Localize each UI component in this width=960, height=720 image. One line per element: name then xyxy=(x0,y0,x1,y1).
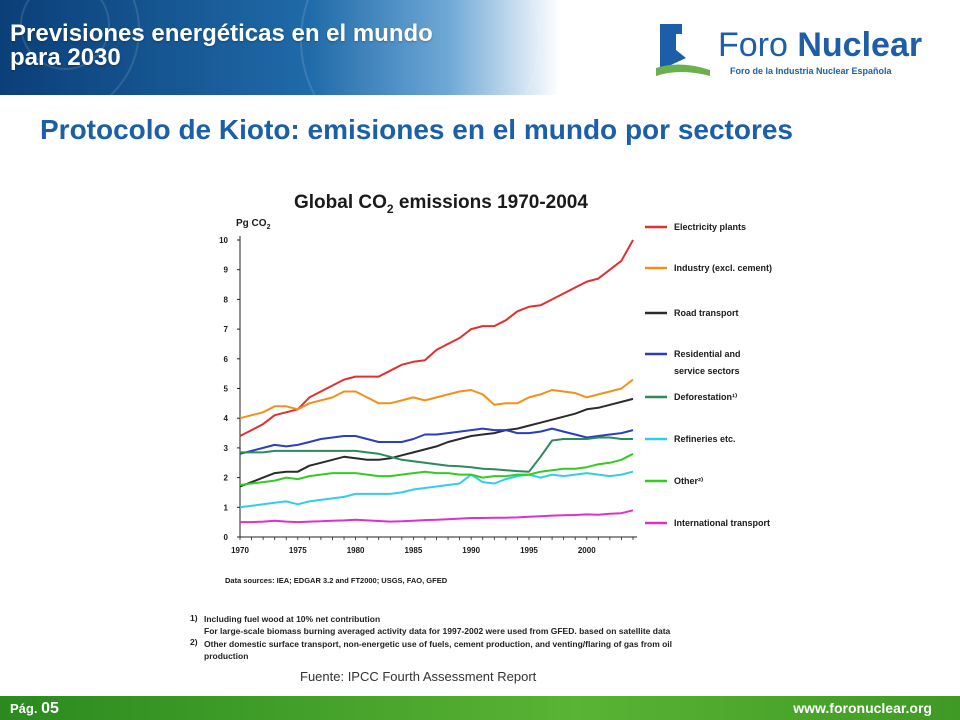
footnote-2-line1: Other domestic surface transport, non-en… xyxy=(204,639,673,649)
x-tick-label: 1990 xyxy=(462,546,480,555)
series-line-deforestation xyxy=(240,436,633,473)
chart-series-lines xyxy=(239,239,634,524)
y-tick-label: 0 xyxy=(224,533,229,542)
y-tick-label: 1 xyxy=(224,503,229,512)
footnote-1-marker: 1) xyxy=(190,613,198,623)
y-tick-label: 5 xyxy=(224,385,229,394)
legend-label: service sectors xyxy=(674,366,740,376)
legend-label: Deforestation¹⁾ xyxy=(674,392,737,402)
source-caption: Fuente: IPCC Fourth Assessment Report xyxy=(300,669,537,684)
header-title-line2: para 2030 xyxy=(10,44,121,71)
x-tick-label: 2000 xyxy=(578,546,596,555)
chart-y-tick-labels: 0 1 2 3 4 5 6 7 8 9 10 xyxy=(219,236,228,542)
page-prefix: Pág. xyxy=(10,701,42,716)
y-tick-label: 8 xyxy=(224,295,229,304)
header-title: Previsiones energéticas en el mundo para… xyxy=(10,22,433,70)
y-tick-label: 6 xyxy=(224,355,229,364)
logo-tagline: Foro de la Industria Nuclear Española xyxy=(730,66,892,76)
chart-legend: Electricity plants Industry (excl. cement… xyxy=(645,222,772,528)
x-tick-label: 1995 xyxy=(520,546,538,555)
series-line-electricity-plants xyxy=(239,239,634,437)
series-line-road-transport xyxy=(239,397,634,488)
chart-axes xyxy=(237,236,637,540)
x-tick-label: 1980 xyxy=(347,546,365,555)
footer-bar: Pág. 05 www.foronuclear.org xyxy=(0,696,960,720)
y-tick-label: 4 xyxy=(224,414,229,423)
website-link[interactable]: www.foronuclear.org xyxy=(793,700,932,716)
logo-word-nuclear: Nuclear xyxy=(797,26,923,64)
y-tick-label: 7 xyxy=(224,325,229,334)
series-line-residential-and-service-sectors xyxy=(239,427,634,455)
chart-y-axis-label: Pg CO2 xyxy=(236,218,271,231)
page-number: 05 xyxy=(41,700,59,717)
header-title-line1: Previsiones energéticas en el mundo xyxy=(10,20,433,47)
y-tick-label: 9 xyxy=(224,266,229,275)
co2-emissions-chart: Global CO2 emissions 1970-2004 Pg CO2 01… xyxy=(219,192,772,585)
x-tick-label: 1985 xyxy=(404,546,422,555)
legend-label: Other²⁾ xyxy=(674,476,703,486)
slide-title: Protocolo de Kioto: emisiones en el mund… xyxy=(40,114,794,145)
legend-label: International transport xyxy=(674,518,770,528)
chart-title: Global CO2 emissions 1970-2004 xyxy=(294,192,588,216)
legend-label: Residential and xyxy=(674,349,741,359)
footnote-2-line2: production xyxy=(204,651,249,661)
y-tick-label: 10 xyxy=(219,236,228,245)
legend-label: Electricity plants xyxy=(674,222,746,232)
logo-word-foro: Foro xyxy=(718,26,798,64)
y-tick-label: 2 xyxy=(224,474,229,483)
series-line-industry-excl-cement xyxy=(239,378,634,420)
foro-nuclear-logo: Foro Nuclear Foro de la Industria Nuclea… xyxy=(652,20,942,80)
chart-data-sources: Data sources: IEA; EDGAR 3.2 and FT2000;… xyxy=(225,576,448,585)
legend-label: Refineries etc. xyxy=(674,434,736,444)
footnote-1-line2: For large-scale biomass burning averaged… xyxy=(204,626,671,636)
series-line-international-transport xyxy=(240,509,634,524)
legend-label: Road transport xyxy=(674,308,739,318)
x-tick-label: 1970 xyxy=(231,546,249,555)
series-line-other xyxy=(239,452,634,486)
header-banner xyxy=(0,0,560,95)
banner-decoration xyxy=(300,0,540,95)
chart-x-tick-labels: 1970 1975 1980 1985 1990 1995 2000 xyxy=(231,546,596,555)
foro-nuclear-logo-icon xyxy=(656,24,710,76)
series-line-refineries-etc xyxy=(239,470,634,509)
x-tick-label: 1975 xyxy=(289,546,307,555)
page-number-label: Pág. 05 xyxy=(10,700,59,718)
y-tick-label: 3 xyxy=(224,444,229,453)
footnote-1-line1: Including fuel wood at 10% net contribut… xyxy=(204,614,381,624)
logo-wordmark: Foro Nuclear xyxy=(718,28,922,62)
footnote-2-marker: 2) xyxy=(190,637,198,647)
legend-label: Industry (excl. cement) xyxy=(674,263,772,273)
